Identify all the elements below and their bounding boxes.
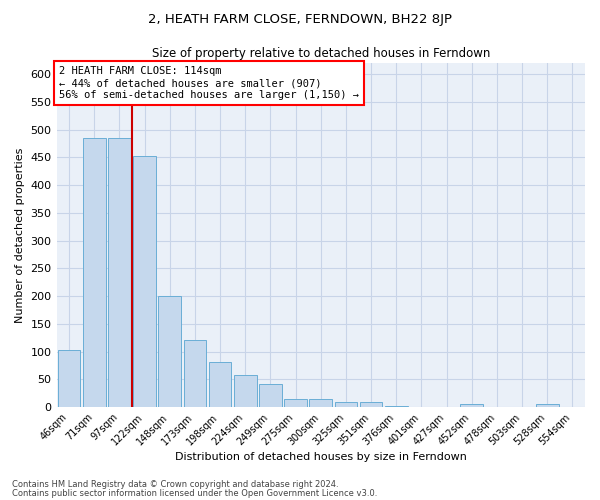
Bar <box>259 384 282 407</box>
Bar <box>83 138 106 407</box>
Text: 2, HEATH FARM CLOSE, FERNDOWN, BH22 8JP: 2, HEATH FARM CLOSE, FERNDOWN, BH22 8JP <box>148 12 452 26</box>
Bar <box>184 340 206 407</box>
Bar <box>158 296 181 407</box>
Bar <box>335 402 357 407</box>
Text: Contains public sector information licensed under the Open Government Licence v3: Contains public sector information licen… <box>12 489 377 498</box>
Bar <box>536 404 559 407</box>
Bar <box>58 350 80 407</box>
Text: 2 HEATH FARM CLOSE: 114sqm
← 44% of detached houses are smaller (907)
56% of sem: 2 HEATH FARM CLOSE: 114sqm ← 44% of deta… <box>59 66 359 100</box>
Title: Size of property relative to detached houses in Ferndown: Size of property relative to detached ho… <box>152 48 490 60</box>
Text: Contains HM Land Registry data © Crown copyright and database right 2024.: Contains HM Land Registry data © Crown c… <box>12 480 338 489</box>
Bar <box>360 402 382 407</box>
Bar <box>284 399 307 407</box>
Bar <box>234 375 257 407</box>
Bar <box>460 404 483 407</box>
X-axis label: Distribution of detached houses by size in Ferndown: Distribution of detached houses by size … <box>175 452 467 462</box>
Bar <box>310 399 332 407</box>
Y-axis label: Number of detached properties: Number of detached properties <box>15 148 25 323</box>
Bar <box>209 362 232 407</box>
Bar <box>133 156 156 407</box>
Bar <box>385 406 407 407</box>
Bar <box>108 138 131 407</box>
